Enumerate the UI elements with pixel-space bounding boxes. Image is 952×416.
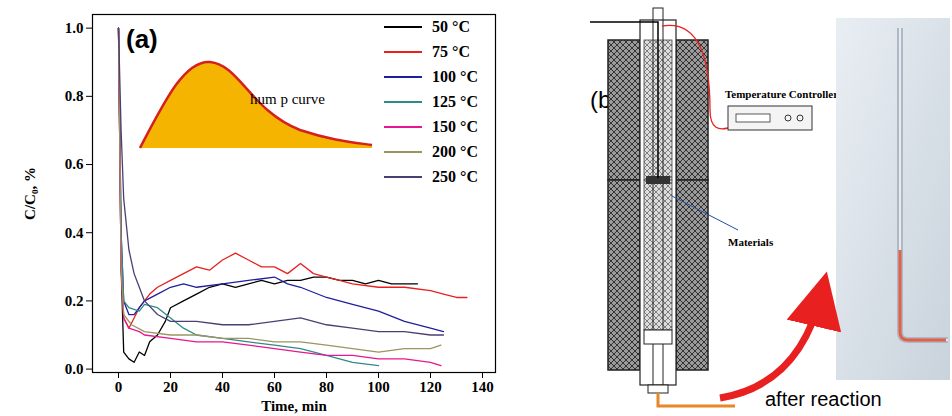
svg-text:0.0: 0.0: [65, 361, 84, 377]
svg-text:Time, min: Time, min: [261, 398, 327, 414]
svg-text:Temperature Controller: Temperature Controller: [725, 88, 838, 100]
svg-text:0: 0: [115, 379, 123, 395]
svg-text:1.0: 1.0: [65, 20, 84, 36]
html-text:75 °C: 75 °C: [432, 42, 470, 60]
html-text:150 °C: 150 °C: [432, 117, 478, 135]
svg-text:120: 120: [419, 379, 442, 395]
svg-text:(a): (a): [126, 24, 158, 54]
svg-text:hum p curve: hum p curve: [250, 91, 325, 107]
svg-text:60: 60: [267, 379, 282, 395]
svg-text:0.4: 0.4: [65, 225, 84, 241]
svg-text:C/C₀, %: C/C₀, %: [22, 167, 38, 220]
svg-text:20: 20: [163, 379, 178, 395]
svg-text:80: 80: [319, 379, 334, 395]
html-text:125 °C: 125 °C: [432, 92, 478, 110]
html-text:100 °C: 100 °C: [432, 67, 478, 85]
svg-text:40: 40: [215, 379, 230, 395]
svg-text:140: 140: [471, 379, 494, 395]
svg-text:100: 100: [367, 379, 390, 395]
svg-text:0.6: 0.6: [65, 156, 84, 172]
svg-text:after reaction: after reaction: [765, 388, 882, 410]
svg-text:0.8: 0.8: [65, 88, 84, 104]
html-text:200 °C: 200 °C: [432, 142, 478, 160]
svg-text:Materials: Materials: [728, 236, 774, 248]
html-text:50 °C: 50 °C: [432, 17, 470, 35]
html-text:250 °C: 250 °C: [432, 167, 478, 185]
svg-text:(b): (b): [590, 86, 620, 113]
svg-text:0.2: 0.2: [65, 293, 84, 309]
